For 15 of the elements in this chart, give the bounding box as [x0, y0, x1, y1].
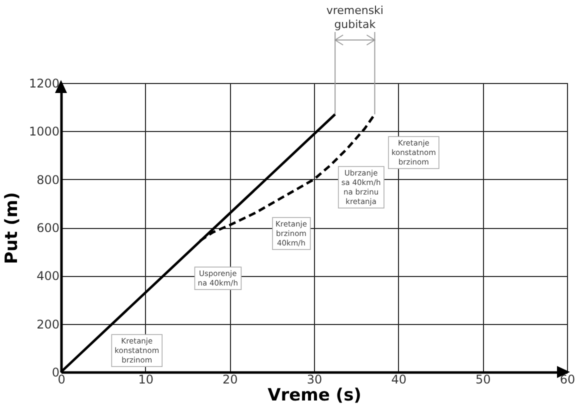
annotation: vremenski gubitak: [326, 4, 384, 31]
y-tick-label: 600: [36, 221, 60, 235]
x-tick-label: 50: [476, 372, 491, 386]
x-tick-label: 60: [560, 372, 576, 386]
y-tick-label: 1200: [28, 76, 60, 90]
x-tick-label: 20: [222, 372, 238, 386]
y-tick-label: 800: [36, 172, 60, 187]
x-tick-label: 40: [391, 372, 406, 386]
x-tick-label: 30: [306, 372, 322, 386]
y-axis-title: Put (m): [2, 192, 22, 264]
y-tick-label: 400: [36, 269, 60, 284]
x-tick-label: 10: [138, 372, 154, 386]
x-axis-title: Vreme (s): [268, 386, 362, 406]
y-tick-label: 1000: [28, 124, 60, 139]
y-tick-label: 200: [36, 317, 60, 332]
